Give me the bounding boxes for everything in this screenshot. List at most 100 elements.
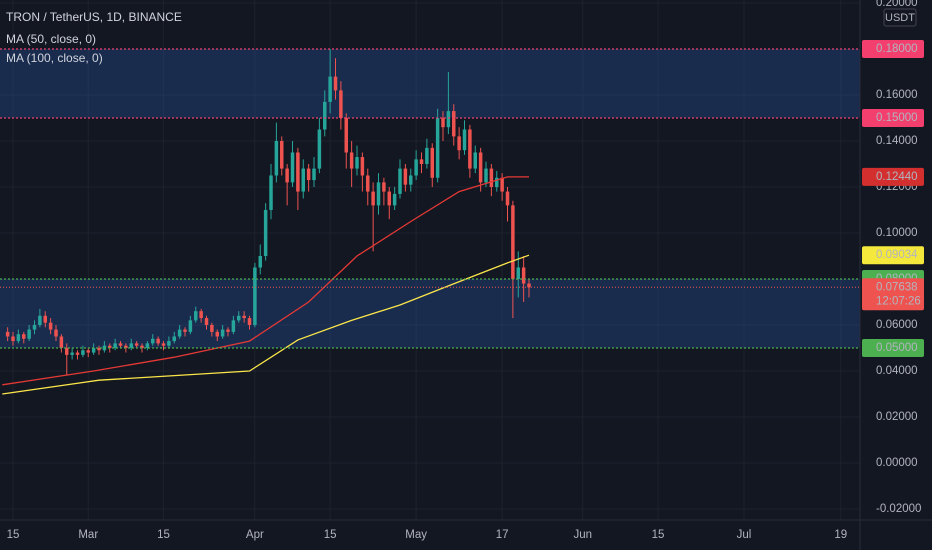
candle-body <box>27 329 31 339</box>
y-tick-label: 0.16000 <box>876 89 918 101</box>
candle-body <box>500 177 504 192</box>
candle-body <box>446 111 451 128</box>
candle-body <box>48 322 53 330</box>
candle-body <box>452 111 456 137</box>
candle-body <box>81 350 85 355</box>
candle-body <box>263 209 268 256</box>
candle-body <box>468 129 472 169</box>
candle-body <box>323 101 327 130</box>
candle-body <box>86 350 91 353</box>
price-badge-label: 0.09034 <box>876 249 918 261</box>
candle-body <box>430 147 435 178</box>
candle-body <box>199 311 203 319</box>
x-tick-label: 15 <box>652 529 665 541</box>
candle-body <box>16 334 21 342</box>
x-tick-label: Jul <box>737 529 752 541</box>
currency[interactable]: USDT <box>885 12 915 24</box>
candle-body <box>177 329 182 337</box>
y-tick-label: 0.20000 <box>876 0 918 9</box>
candle-body <box>32 324 37 330</box>
price-badge-label: 0.07638 <box>876 281 918 293</box>
price-badge <box>862 167 924 186</box>
zones <box>0 48 860 348</box>
price-badge-label: 0.15000 <box>876 112 918 124</box>
candle-body <box>242 315 246 319</box>
candle-body <box>306 168 311 181</box>
countdown: 12:07:26 <box>876 295 921 307</box>
x-tick-label: Apr <box>246 529 264 541</box>
candle-body <box>495 177 499 187</box>
zone <box>0 278 860 348</box>
x-tick-label: 15 <box>7 529 20 541</box>
candle-body <box>441 117 445 128</box>
candle-body <box>435 117 440 178</box>
legend-entry[interactable]: MA (50, close, 0) <box>6 32 96 46</box>
chart-title: TRON / TetherUS, 1D, BINANCE <box>6 10 182 24</box>
price-badge <box>862 278 924 311</box>
candle-body <box>231 320 236 332</box>
price-badge <box>862 338 924 357</box>
axes: 15 Mar 15 Apr 15 May 17 Jun 15 Jul 19 0.20000 0.1600… <box>7 0 924 541</box>
candle-body <box>317 129 322 169</box>
currency-box[interactable] <box>883 8 917 27</box>
candle-body <box>210 324 214 332</box>
candle-body <box>516 267 521 279</box>
candle-body <box>145 343 150 348</box>
candle-body <box>312 168 316 181</box>
candle-body <box>285 168 289 183</box>
candle-body <box>371 191 375 206</box>
x-tick-label: 19 <box>834 529 847 541</box>
candle-body <box>457 136 461 151</box>
grid <box>0 0 860 520</box>
candle-body <box>113 343 117 348</box>
candle-body <box>118 343 123 346</box>
candle-body <box>54 329 58 337</box>
candle-body <box>462 129 467 151</box>
candle-body <box>43 315 48 323</box>
candle-body <box>414 159 418 176</box>
y-tick-label: 0.14000 <box>876 135 918 147</box>
candle-body <box>237 315 241 321</box>
candle-body <box>38 315 42 325</box>
candle-body <box>376 182 381 206</box>
candle-body <box>194 311 198 321</box>
price-badge-label: 0.12440 <box>876 171 918 183</box>
candle-body <box>188 320 193 332</box>
candle-body <box>398 168 402 194</box>
candle-body <box>339 90 343 118</box>
candle-body <box>161 343 166 346</box>
candle-body <box>22 334 26 339</box>
candle-body <box>156 338 160 344</box>
candle-body <box>5 331 10 337</box>
x-tick-label: May <box>405 529 427 541</box>
candle-body <box>511 205 515 279</box>
candle-body <box>269 175 273 210</box>
x-tick-label: Jun <box>573 529 592 541</box>
candle-body <box>11 336 15 342</box>
x-tick-label: 15 <box>324 529 337 541</box>
candle-body <box>505 191 510 206</box>
candle-body <box>258 255 263 268</box>
moving-average-line <box>2 254 530 395</box>
candle-body <box>65 347 69 355</box>
candle-body <box>204 318 209 325</box>
candle-body <box>484 168 488 183</box>
candle-body <box>403 168 408 185</box>
legend-entry[interactable]: MA (100, close, 0) <box>6 51 103 65</box>
candle-body <box>360 157 365 176</box>
candle-body <box>91 347 96 353</box>
candle-body <box>387 191 392 206</box>
candle-body <box>75 352 80 355</box>
candle-body <box>366 175 370 192</box>
plot <box>0 48 860 395</box>
candle-body <box>382 182 386 192</box>
y-tick-label: 0.00000 <box>876 457 918 469</box>
x-tick-label: 15 <box>157 529 170 541</box>
candle-body <box>220 329 225 337</box>
candle-body <box>108 345 112 348</box>
candle-body <box>124 345 128 348</box>
y-tick-label: -0.02000 <box>876 503 921 515</box>
